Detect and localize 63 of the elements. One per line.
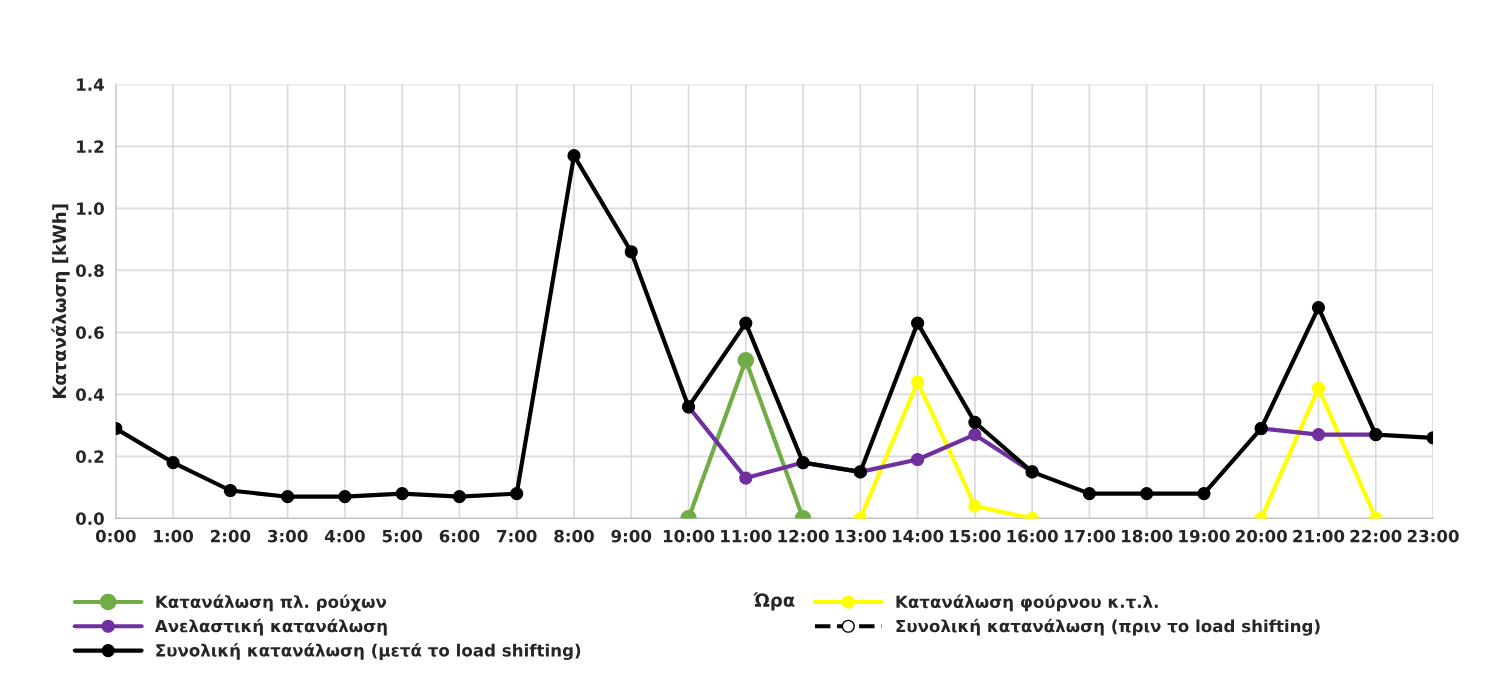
legend-label: Κατανάλωση πλ. ρούχων: [156, 594, 387, 612]
legend-label: Κατανάλωση φούρνου κ.τ.λ.: [896, 594, 1158, 612]
x-tick-label: 15:00: [950, 529, 1001, 543]
point: [1311, 428, 1326, 442]
y-axis-title: Κατανάλωση [kWh]: [51, 204, 70, 399]
point: [452, 490, 467, 504]
point: [968, 499, 982, 513]
x-tick-label: 16:00: [1007, 529, 1058, 543]
x-tick-label: 12:00: [778, 529, 829, 543]
x-tick-label: 19:00: [1179, 529, 1230, 543]
point: [510, 487, 524, 501]
point: [624, 245, 638, 259]
x-tick-label: 2:00: [210, 529, 251, 543]
y-tick-label: 1.4: [77, 78, 104, 91]
legend-label: Ανελαστική κατανάλωση: [154, 618, 387, 636]
x-tick-label: 3:00: [268, 529, 308, 543]
point: [1140, 487, 1154, 501]
point: [911, 452, 925, 467]
x-tick-label: 23:00: [1407, 529, 1459, 543]
x-tick-label: 13:00: [835, 529, 887, 543]
x-tick-label: 22:00: [1350, 529, 1402, 543]
y-tick-label: 0.0: [75, 512, 104, 525]
x-tick-label: 5:00: [382, 529, 423, 543]
x-axis-title: Ώρα: [753, 592, 795, 611]
x-tick-label: 14:00: [892, 529, 944, 543]
point: [739, 316, 753, 330]
point: [1197, 487, 1211, 501]
x-tick-label: 11:00: [721, 529, 772, 543]
point: [911, 316, 925, 330]
y-tick-label: 1.0: [77, 202, 104, 215]
x-tick-label: 7:00: [497, 529, 537, 543]
x-tick-label: 20:00: [1236, 529, 1287, 543]
point: [739, 471, 753, 485]
point: [567, 149, 581, 163]
point: [223, 483, 237, 498]
legend-label: Συνολική κατανάλωση (πριν το load shifting): [896, 618, 1320, 636]
point: [281, 490, 295, 504]
x-tick-label: 9:00: [611, 529, 652, 543]
point: [911, 375, 925, 389]
x-tick-label: 4:00: [324, 529, 365, 543]
y-tick-label: 0.8: [75, 264, 104, 277]
x-tick-label: 6:00: [439, 529, 480, 543]
x-tick-label: 18:00: [1122, 529, 1173, 543]
point: [338, 490, 352, 504]
x-tick-label: 0:00: [95, 529, 136, 543]
point: [166, 455, 180, 470]
x-tick-label: 8:00: [554, 529, 594, 543]
point: [968, 428, 982, 442]
point: [395, 487, 409, 501]
legend-label: Συνολική κατανάλωση (μετά το load shifting): [156, 643, 581, 660]
point: [1311, 381, 1326, 395]
point: [1082, 487, 1097, 501]
y-tick-label: 0.6: [75, 326, 104, 339]
y-tick-label: 1.2: [77, 140, 104, 153]
x-tick-label: 17:00: [1064, 529, 1116, 543]
y-tick-label: 0.4: [75, 388, 104, 401]
x-tick-label: 1:00: [154, 529, 194, 543]
y-tick-label: 0.2: [75, 450, 104, 463]
point: [737, 351, 755, 369]
point: [968, 415, 982, 429]
x-tick-label: 10:00: [663, 529, 715, 543]
x-tick-label: 21:00: [1293, 529, 1345, 543]
point: [1311, 300, 1326, 315]
